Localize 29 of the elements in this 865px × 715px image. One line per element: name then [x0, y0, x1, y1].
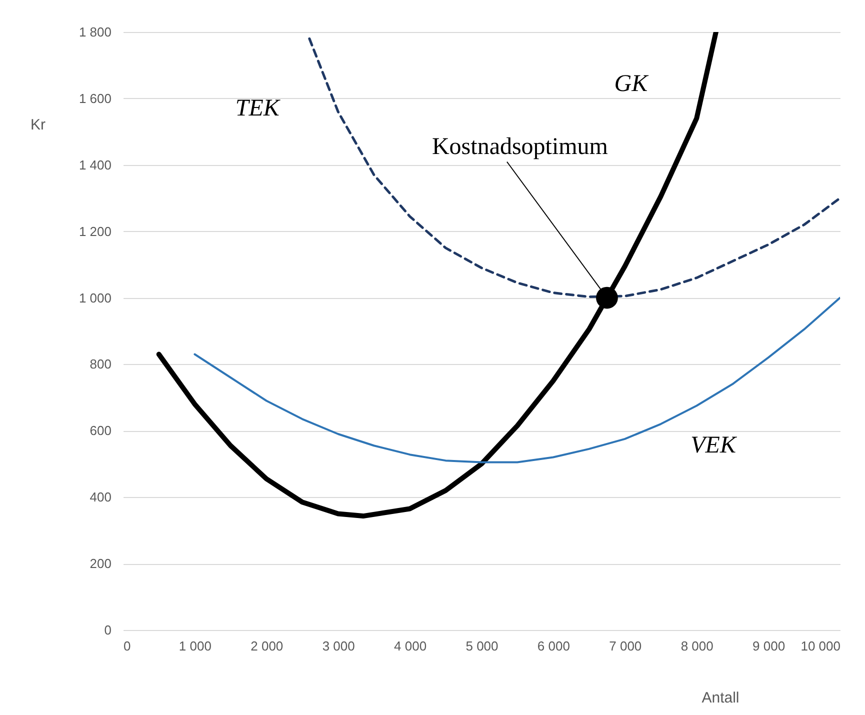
- line-series: [194, 296, 840, 464]
- y-tick-label: 400: [90, 490, 112, 505]
- y-tick-label: 800: [90, 356, 112, 372]
- x-tick-label: 5 000: [466, 638, 498, 654]
- x-tick-label: 0: [124, 638, 131, 654]
- annotation: Kostnadsoptimum: [432, 134, 608, 160]
- x-tick-label: 6 000: [537, 638, 570, 654]
- x-tick-label: 8 000: [680, 638, 714, 654]
- y-tick-label: 600: [90, 423, 112, 438]
- x-tick-label: 9 000: [752, 638, 786, 654]
- y-tick-label: 0: [104, 622, 112, 638]
- x-axis-title: Antall: [702, 690, 740, 706]
- y-tick-label: 1 600: [78, 90, 112, 106]
- y-axis-title: Kr: [30, 116, 46, 134]
- x-tick-label: 2 000: [250, 638, 284, 654]
- text: GK: [614, 71, 650, 97]
- x-tick-label: 10 000: [800, 638, 840, 654]
- y-tick-label: 1 200: [78, 224, 112, 239]
- y-tick-label: 1 400: [78, 157, 112, 172]
- y-tick-label: 1 800: [78, 24, 112, 40]
- x-tick-label: 7 000: [609, 638, 642, 654]
- y-tick-label: 1 000: [78, 290, 112, 306]
- line-series: [308, 37, 840, 298]
- x-tick-label: 3 000: [322, 638, 355, 654]
- text: TEK: [235, 96, 282, 122]
- x-tick-label: 1 000: [178, 638, 212, 654]
- x-tick-label: 4 000: [394, 638, 427, 654]
- y-tick-label: 200: [90, 556, 112, 572]
- series-label: VEK: [690, 432, 738, 459]
